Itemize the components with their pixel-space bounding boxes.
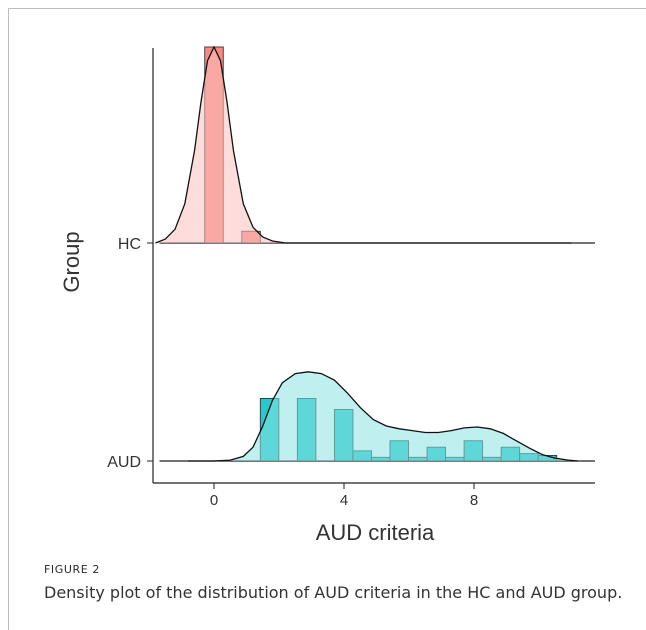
- aud-density-area: [188, 371, 578, 461]
- x-axis-ticks: 0 4 8: [210, 483, 478, 509]
- hc-density-line: [155, 45, 572, 244]
- aud-density-line: [188, 371, 579, 462]
- x-tick-label: 4: [340, 492, 348, 509]
- x-tick-label: 0: [210, 492, 218, 509]
- hc-density-layer: [155, 45, 595, 244]
- y-tick-label-aud: AUD: [107, 454, 141, 471]
- aud-density-layer: [159, 371, 595, 462]
- figure-label: FIGURE 2: [44, 563, 101, 576]
- figure-caption: Density plot of the distribution of AUD …: [44, 583, 623, 602]
- hc-density-area: [155, 47, 572, 243]
- x-tick-label: 8: [470, 492, 478, 509]
- figure-frame: [8, 8, 646, 630]
- y-axis-title: Group: [59, 231, 84, 292]
- y-axis-ticks: AUD HC: [107, 236, 153, 471]
- y-tick-label-hc: HC: [118, 236, 141, 253]
- x-axis-title: AUD criteria: [316, 520, 435, 545]
- density-ridge-chart: 0 4 8 AUD HC AUD criteria Group: [59, 45, 595, 545]
